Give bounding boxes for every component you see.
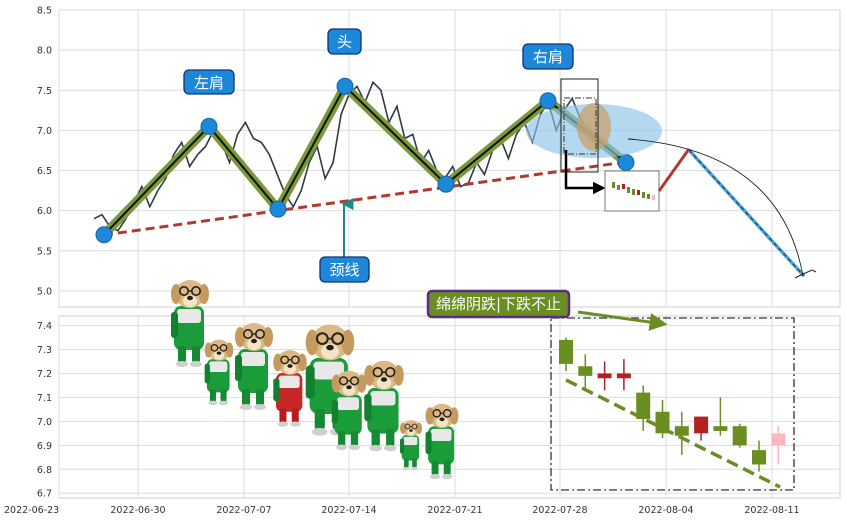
label-right-shoulder: 右肩 bbox=[522, 43, 574, 70]
downtrend-line bbox=[565, 378, 781, 489]
top-y-axis: 8.5 8.0 7.5 7.0 6.5 6.0 5.5 5.0 bbox=[37, 6, 52, 298]
candle-body bbox=[597, 373, 612, 379]
neckline bbox=[103, 160, 627, 237]
projection-up bbox=[657, 148, 691, 192]
candle-body bbox=[578, 366, 593, 376]
dog-thumbnail bbox=[577, 103, 611, 151]
pattern-point bbox=[617, 154, 635, 172]
candle bbox=[636, 385, 651, 431]
bottom-y-tick: 7.0 bbox=[37, 417, 52, 428]
bottom-y-tick: 7.4 bbox=[37, 321, 52, 332]
candle bbox=[752, 440, 766, 472]
candle-body bbox=[752, 450, 766, 465]
label-left-shoulder: 左肩 bbox=[183, 69, 235, 95]
top-y-tick: 5.0 bbox=[37, 286, 52, 297]
pattern-point bbox=[437, 175, 455, 193]
candle bbox=[732, 423, 747, 448]
candle-body bbox=[559, 339, 573, 364]
candle-body bbox=[732, 426, 747, 446]
pattern-point bbox=[336, 77, 354, 95]
top-panel-frame bbox=[58, 9, 841, 308]
candle-body bbox=[674, 426, 689, 436]
mini-candles bbox=[612, 182, 655, 200]
x-tick: 2022-07-28 bbox=[532, 505, 587, 516]
x-tick: 2022-08-04 bbox=[638, 505, 693, 516]
projection-tick bbox=[794, 269, 817, 279]
zoom-frame bbox=[560, 78, 599, 173]
bottom-y-tick: 7.2 bbox=[37, 369, 52, 380]
label-left-shoulder-text: 左肩 bbox=[194, 74, 224, 92]
x-tick: 2022-07-07 bbox=[216, 505, 271, 516]
bottom-y-tick: 7.3 bbox=[37, 345, 52, 356]
candle bbox=[597, 361, 612, 391]
bottom-y-tick: 6.9 bbox=[37, 441, 52, 452]
pattern-point bbox=[539, 92, 557, 110]
pattern-point bbox=[269, 200, 287, 218]
candle-body bbox=[636, 392, 651, 419]
candle-body bbox=[713, 426, 728, 431]
label-right-shoulder-text: 右肩 bbox=[533, 48, 563, 66]
candle-body bbox=[771, 433, 786, 446]
candle bbox=[771, 426, 786, 465]
top-y-tick: 5.5 bbox=[37, 246, 52, 257]
top-y-tick: 8.0 bbox=[37, 46, 52, 57]
annotation: 绵绵阴跌|下跌不止 bbox=[426, 289, 571, 319]
pattern-point bbox=[200, 117, 218, 135]
label-neckline-text: 颈线 bbox=[329, 261, 359, 279]
bottom-y-tick: 6.8 bbox=[37, 465, 52, 476]
annotation-arrow bbox=[577, 310, 668, 331]
candle-body bbox=[655, 411, 670, 434]
top-y-tick: 6.5 bbox=[37, 166, 52, 177]
bottom-y-axis: 7.4 7.3 7.2 7.1 7.0 6.9 6.8 6.7 bbox=[37, 321, 52, 500]
top-y-tick: 6.0 bbox=[37, 206, 52, 217]
candle bbox=[559, 337, 573, 372]
annotation-text: 绵绵阴跌|下跌不止 bbox=[436, 295, 561, 313]
candle bbox=[713, 397, 728, 436]
bottom-y-tick: 7.1 bbox=[37, 393, 52, 404]
candle-body bbox=[616, 373, 631, 379]
label-head-text: 头 bbox=[337, 33, 352, 51]
candle bbox=[674, 411, 689, 455]
candle bbox=[578, 354, 593, 388]
candle bbox=[655, 399, 670, 439]
x-axis: 2022-06-23 2022-06-30 2022-07-07 2022-07-14… bbox=[4, 505, 800, 516]
pattern-point bbox=[95, 226, 113, 244]
x-tick: 2022-07-14 bbox=[321, 505, 376, 516]
top-y-tick: 8.5 bbox=[37, 6, 52, 17]
top-y-tick: 7.5 bbox=[37, 86, 52, 97]
candlesticks bbox=[559, 337, 786, 472]
zoom-frame-inner bbox=[563, 97, 597, 155]
label-neckline: 颈线 bbox=[319, 256, 370, 283]
projection-down-dash bbox=[688, 149, 805, 277]
bottom-y-tick: 6.7 bbox=[37, 489, 52, 500]
x-tick: 2022-06-30 bbox=[110, 505, 165, 516]
connector-arrow bbox=[564, 150, 606, 195]
x-tick: 2022-06-23 bbox=[4, 505, 59, 516]
candle bbox=[616, 359, 631, 391]
top-y-tick: 7.0 bbox=[37, 126, 52, 137]
label-head: 头 bbox=[327, 28, 362, 55]
x-tick: 2022-07-21 bbox=[427, 505, 482, 516]
candles-frame bbox=[550, 317, 795, 491]
candle-body bbox=[694, 416, 709, 434]
x-tick: 2022-08-11 bbox=[744, 505, 799, 516]
projection-arc bbox=[627, 138, 804, 277]
candle bbox=[694, 416, 709, 441]
